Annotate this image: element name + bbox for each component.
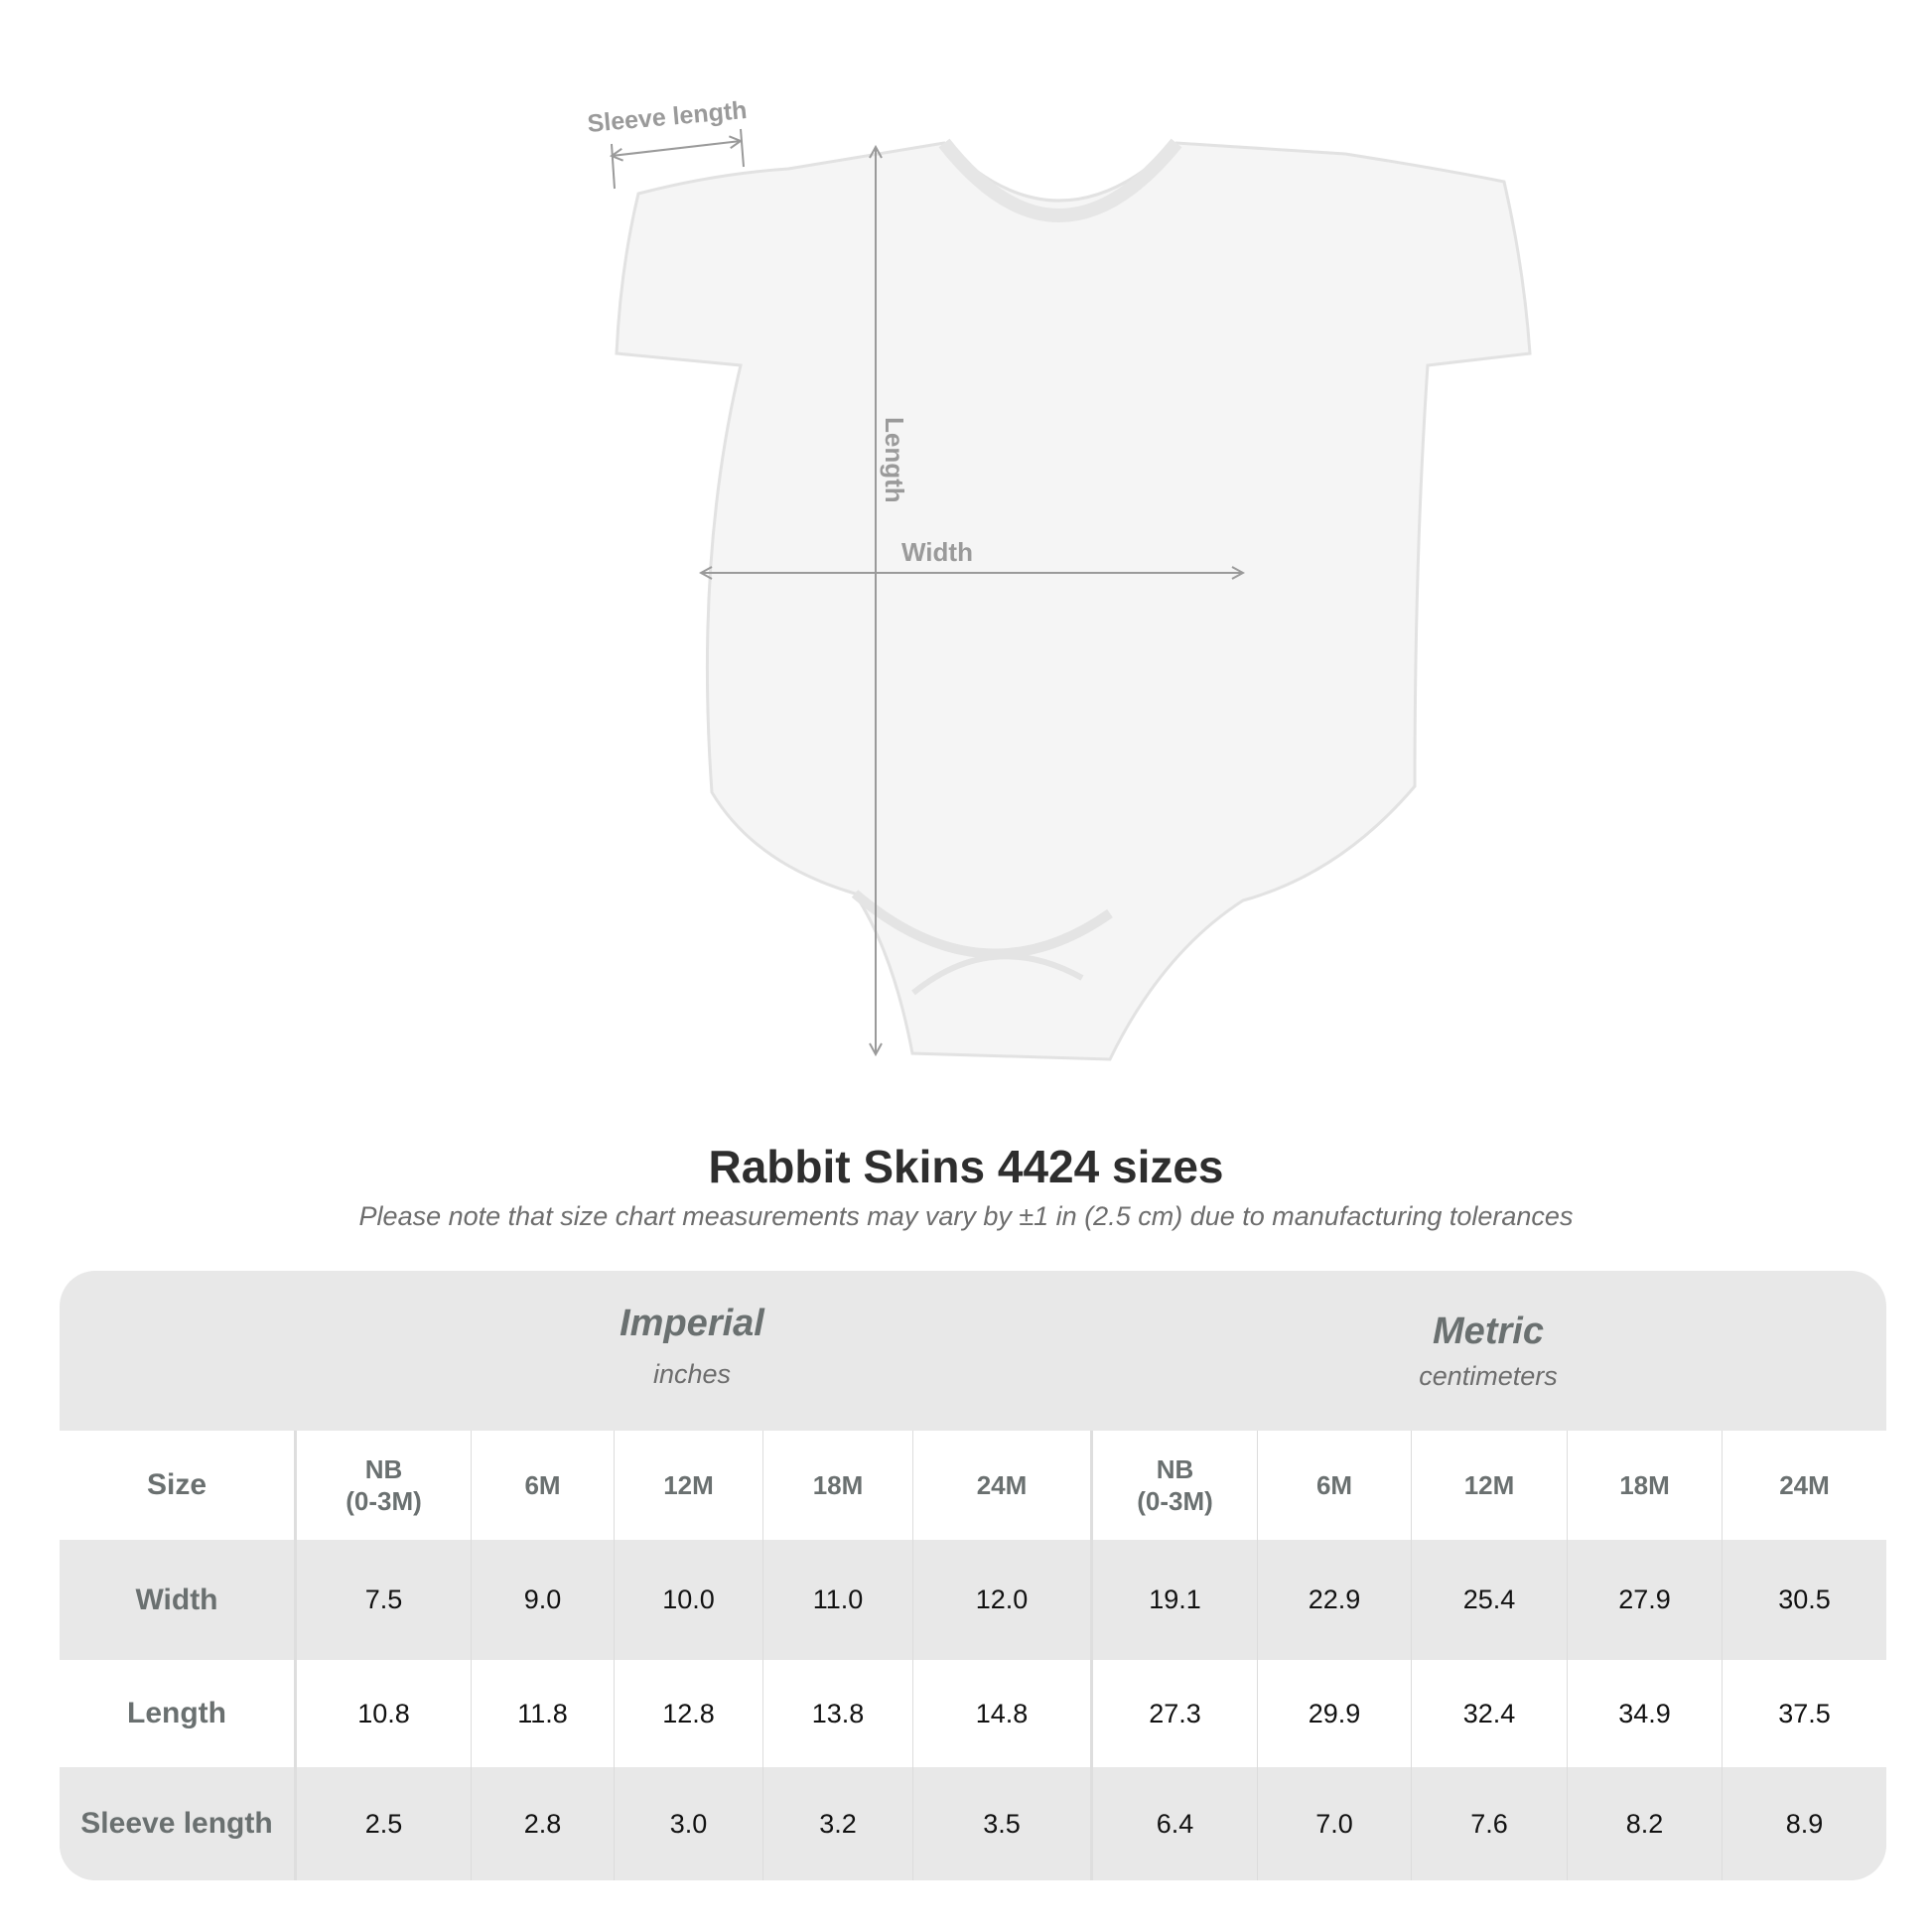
- metric-value: 8.2: [1567, 1767, 1722, 1880]
- size-header: 6M: [1257, 1431, 1411, 1540]
- metric-value: 37.5: [1722, 1660, 1886, 1767]
- size-header: 18M: [762, 1431, 912, 1540]
- size-header: NB (0-3M): [1090, 1431, 1257, 1540]
- imperial-value: 12.8: [614, 1660, 762, 1767]
- imperial-value: 14.8: [912, 1660, 1090, 1767]
- size-header-row: Size NB (0-3M) 6M 12M 18M 24M NB (0-3M) 6M 12M 18…: [60, 1431, 1886, 1540]
- imperial-title: Imperial: [620, 1303, 764, 1344]
- metric-value: 7.6: [1411, 1767, 1567, 1880]
- imperial-value: 2.5: [294, 1767, 471, 1880]
- metric-unit: centimeters: [1419, 1361, 1558, 1391]
- imperial-value: 3.2: [762, 1767, 912, 1880]
- metric-value: 30.5: [1722, 1540, 1886, 1660]
- imperial-value: 9.0: [471, 1540, 614, 1660]
- size-header: NB (0-3M): [294, 1431, 471, 1540]
- imperial-value: 10.8: [294, 1660, 471, 1767]
- size-header: 12M: [614, 1431, 762, 1540]
- metric-value: 29.9: [1257, 1660, 1411, 1767]
- onesie-illustration: [615, 141, 1532, 1061]
- imperial-value: 13.8: [762, 1660, 912, 1767]
- size-table: Imperial inches Metric centimeters Size N…: [60, 1271, 1886, 1880]
- size-header: 18M: [1567, 1431, 1722, 1540]
- table-row: Width 7.5 9.0 10.0 11.0 12.0 19.1 22.9 25.4 27.9 3…: [60, 1540, 1886, 1660]
- imperial-unit: inches: [652, 1359, 732, 1389]
- metric-value: 25.4: [1411, 1540, 1567, 1660]
- sleeve-length-label: Sleeve length: [587, 96, 749, 138]
- size-header: 12M: [1411, 1431, 1567, 1540]
- metric-value: 32.4: [1411, 1660, 1567, 1767]
- sleeve-arrow: [612, 141, 741, 156]
- row-label: Width: [135, 1583, 218, 1616]
- imperial-value: 7.5: [294, 1540, 471, 1660]
- imperial-value: 10.0: [614, 1540, 762, 1660]
- metric-value: 34.9: [1567, 1660, 1722, 1767]
- imperial-value: 3.5: [912, 1767, 1090, 1880]
- metric-value: 7.0: [1257, 1767, 1411, 1880]
- imperial-value: 11.8: [471, 1660, 614, 1767]
- length-label: Length: [880, 417, 909, 503]
- metric-value: 22.9: [1257, 1540, 1411, 1660]
- metric-value: 8.9: [1722, 1767, 1886, 1880]
- size-header: 6M: [471, 1431, 614, 1540]
- row-label: Sleeve length: [80, 1807, 273, 1840]
- table-row: Sleeve length 2.5 2.8 3.0 3.2 3.5 6.4 7.0 7.6 8.2…: [60, 1767, 1886, 1880]
- table-row: Length 10.8 11.8 12.8 13.8 14.8 27.3 29.9 32.4 34…: [60, 1660, 1886, 1767]
- size-label: Size: [146, 1468, 207, 1501]
- width-label: Width: [901, 537, 973, 567]
- imperial-value: 11.0: [762, 1540, 912, 1660]
- imperial-header: Imperial inches: [294, 1271, 1090, 1462]
- size-header: 24M: [1722, 1431, 1886, 1540]
- onesie-measurement-diagram: Sleeve length Length Width: [587, 96, 1532, 1061]
- metric-value: 27.3: [1090, 1660, 1257, 1767]
- page-title: Rabbit Skins 4424 sizes: [708, 1141, 1224, 1192]
- imperial-value: 3.0: [614, 1767, 762, 1880]
- metric-value: 19.1: [1090, 1540, 1257, 1660]
- metric-title: Metric: [1433, 1311, 1544, 1352]
- imperial-value: 2.8: [471, 1767, 614, 1880]
- metric-value: 27.9: [1567, 1540, 1722, 1660]
- tolerance-note: Please note that size chart measurements…: [358, 1201, 1574, 1231]
- imperial-value: 12.0: [912, 1540, 1090, 1660]
- row-label: Length: [127, 1697, 226, 1729]
- size-header: 24M: [912, 1431, 1090, 1540]
- metric-header: Metric centimeters: [1090, 1271, 1886, 1470]
- metric-value: 6.4: [1090, 1767, 1257, 1880]
